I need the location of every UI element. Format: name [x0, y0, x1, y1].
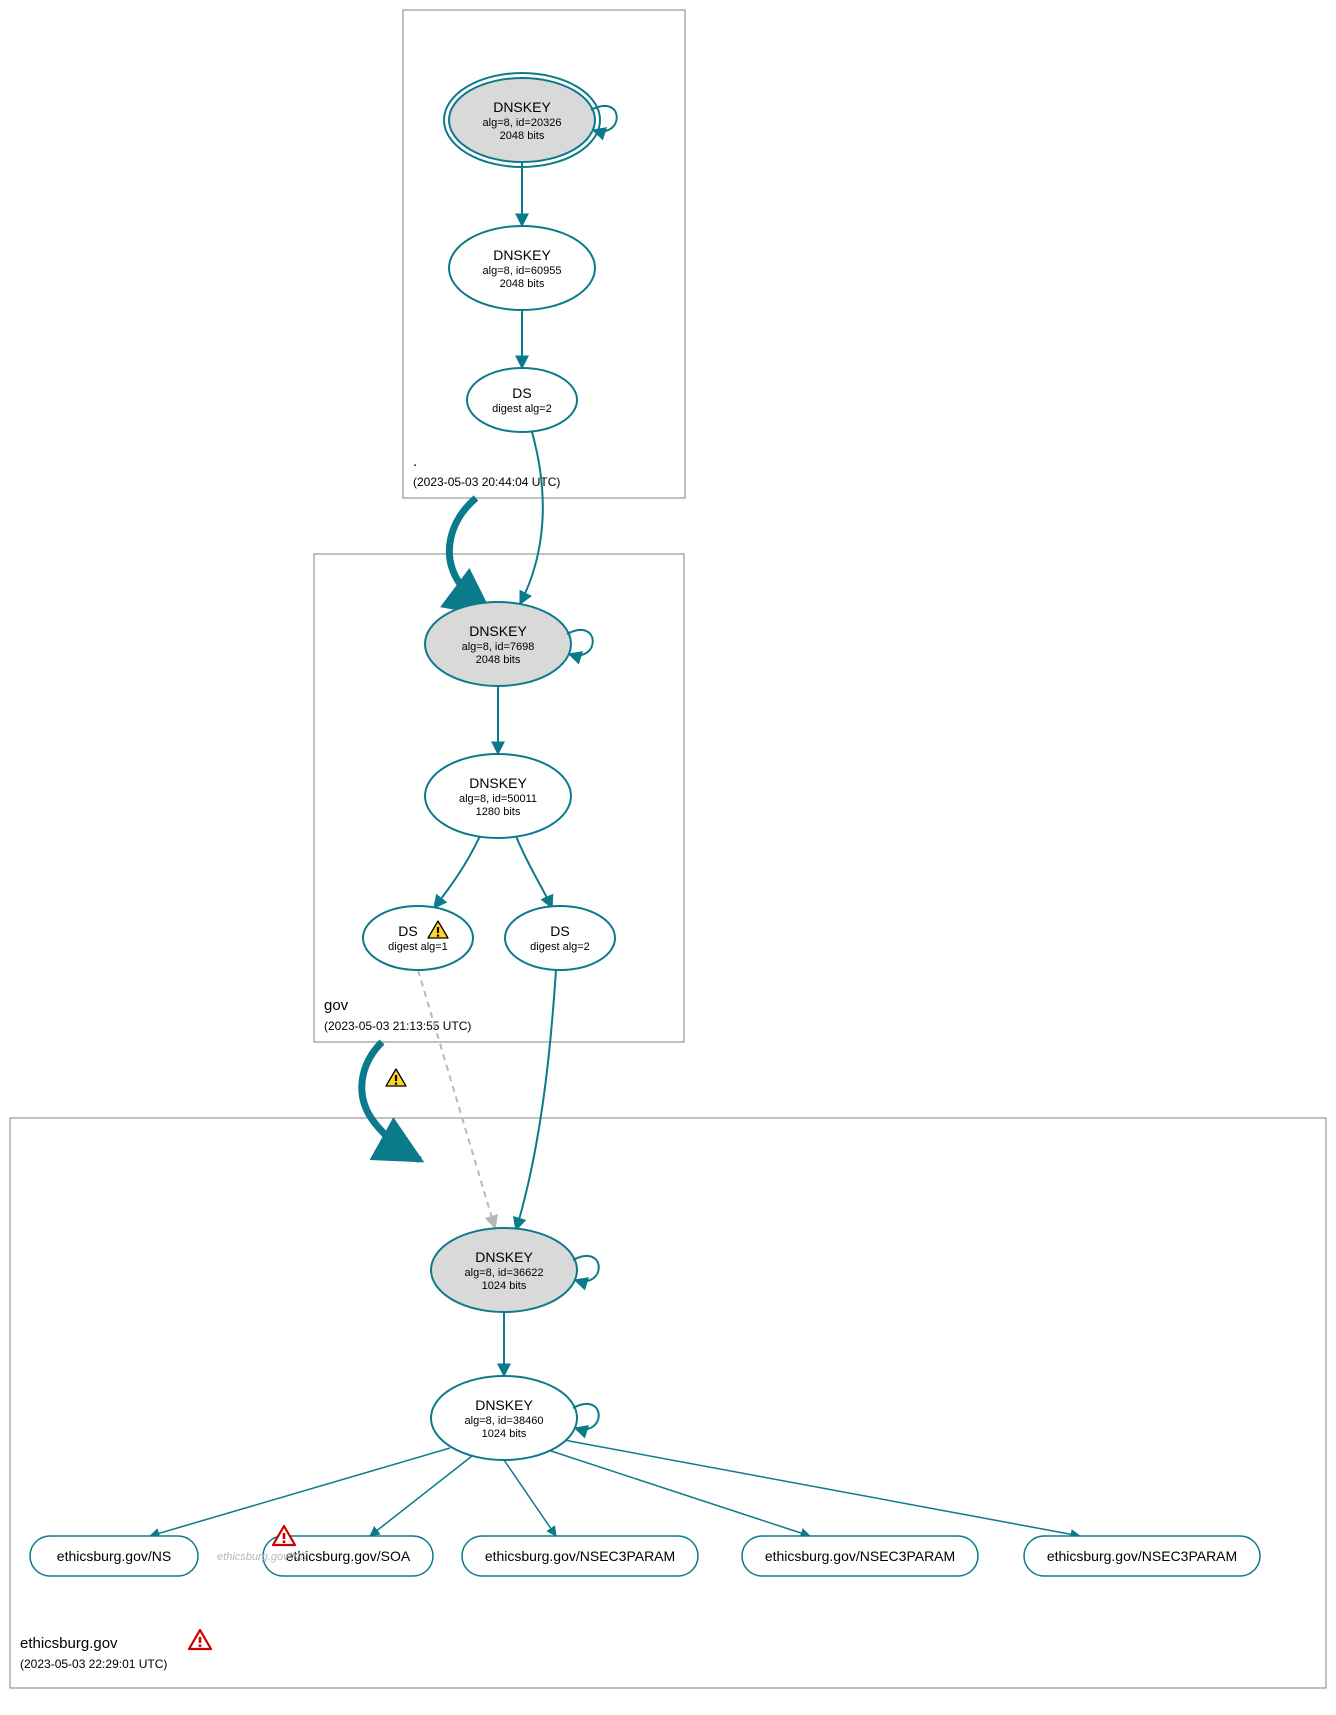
edge — [418, 970, 495, 1228]
edge — [150, 1448, 450, 1536]
zone-timestamp: (2023-05-03 20:44:04 UTC) — [413, 475, 560, 489]
node-title: DNSKEY — [493, 99, 551, 115]
node-title: DNSKEY — [493, 247, 551, 263]
error-icon — [189, 1630, 211, 1649]
node-k6: DNSKEY alg=8, id=384601024 bits — [431, 1376, 599, 1460]
edge — [520, 432, 543, 604]
node-k3: DNSKEY alg=8, id=76982048 bits — [425, 602, 593, 686]
node-sub1: digest alg=2 — [492, 403, 552, 415]
edge — [362, 1042, 420, 1160]
rr-label: ethicsburg.gov/NS — [57, 1548, 171, 1564]
node-title: DS — [398, 923, 417, 939]
zone-timestamp: (2023-05-03 22:29:01 UTC) — [20, 1657, 167, 1671]
node-title: DS — [512, 385, 531, 401]
rr-label: ethicsburg.gov/NSEC3PARAM — [1047, 1548, 1237, 1564]
node-sub1: alg=8, id=7698 — [462, 641, 535, 653]
node-sub2: 2048 bits — [500, 278, 545, 290]
node-sub1: alg=8, id=60955 — [483, 265, 562, 277]
node-sub1: alg=8, id=20326 — [483, 117, 562, 129]
edge — [434, 836, 480, 908]
edge — [548, 1450, 810, 1536]
node-d3: DS digest alg=2 — [505, 906, 615, 970]
node-title: DNSKEY — [469, 623, 527, 639]
warning-icon — [386, 1069, 406, 1086]
node-k2: DNSKEY alg=8, id=609552048 bits — [449, 226, 595, 310]
edge — [516, 970, 556, 1230]
node-sub1: alg=8, id=38460 — [465, 1415, 544, 1427]
node-r4: ethicsburg.gov/NSEC3PARAM — [742, 1536, 978, 1576]
node-k1: DNSKEY alg=8, id=203262048 bits — [444, 73, 617, 167]
node-sub1: digest alg=2 — [530, 941, 590, 953]
node-title: DNSKEY — [475, 1397, 533, 1413]
edge — [564, 1440, 1080, 1536]
edge — [370, 1456, 472, 1536]
faded-ns-label: ethicsburg.gov/NS — [217, 1551, 308, 1563]
node-k5: DNSKEY alg=8, id=366221024 bits — [431, 1228, 599, 1312]
node-sub1: alg=8, id=50011 — [459, 793, 537, 805]
node-sub2: 1024 bits — [482, 1280, 527, 1292]
node-r1: ethicsburg.gov/NS — [30, 1536, 198, 1576]
node-sub1: alg=8, id=36622 — [465, 1267, 544, 1279]
node-sub2: 2048 bits — [500, 130, 545, 142]
dnssec-graph: . (2023-05-03 20:44:04 UTC) gov (2023-05-03… — [0, 0, 1336, 1715]
node-d1: DS digest alg=2 — [467, 368, 577, 432]
rr-label: ethicsburg.gov/NSEC3PARAM — [485, 1548, 675, 1564]
zone-label: gov — [324, 997, 349, 1014]
node-k4: DNSKEY alg=8, id=500111280 bits — [425, 754, 571, 838]
node-sub2: 1280 bits — [476, 806, 521, 818]
node-r5: ethicsburg.gov/NSEC3PARAM — [1024, 1536, 1260, 1576]
node-title: DNSKEY — [469, 775, 527, 791]
node-r3: ethicsburg.gov/NSEC3PARAM — [462, 1536, 698, 1576]
node-title: DNSKEY — [475, 1249, 533, 1265]
edge — [504, 1460, 556, 1536]
zone-timestamp: (2023-05-03 21:13:55 UTC) — [324, 1019, 471, 1033]
node-sub2: 1024 bits — [482, 1428, 527, 1440]
node-title: DS — [550, 923, 569, 939]
node-sub2: 2048 bits — [476, 654, 521, 666]
node-sub1: digest alg=1 — [388, 941, 448, 953]
node-d2: DS digest alg=1 — [363, 906, 473, 970]
edge — [516, 836, 552, 908]
zone-label: ethicsburg.gov — [20, 1635, 118, 1652]
rr-label: ethicsburg.gov/NSEC3PARAM — [765, 1548, 955, 1564]
edge — [449, 498, 490, 614]
zone-label: . — [413, 453, 417, 470]
zone-dom: ethicsburg.gov (2023-05-03 22:29:01 UTC) — [10, 1118, 1326, 1688]
